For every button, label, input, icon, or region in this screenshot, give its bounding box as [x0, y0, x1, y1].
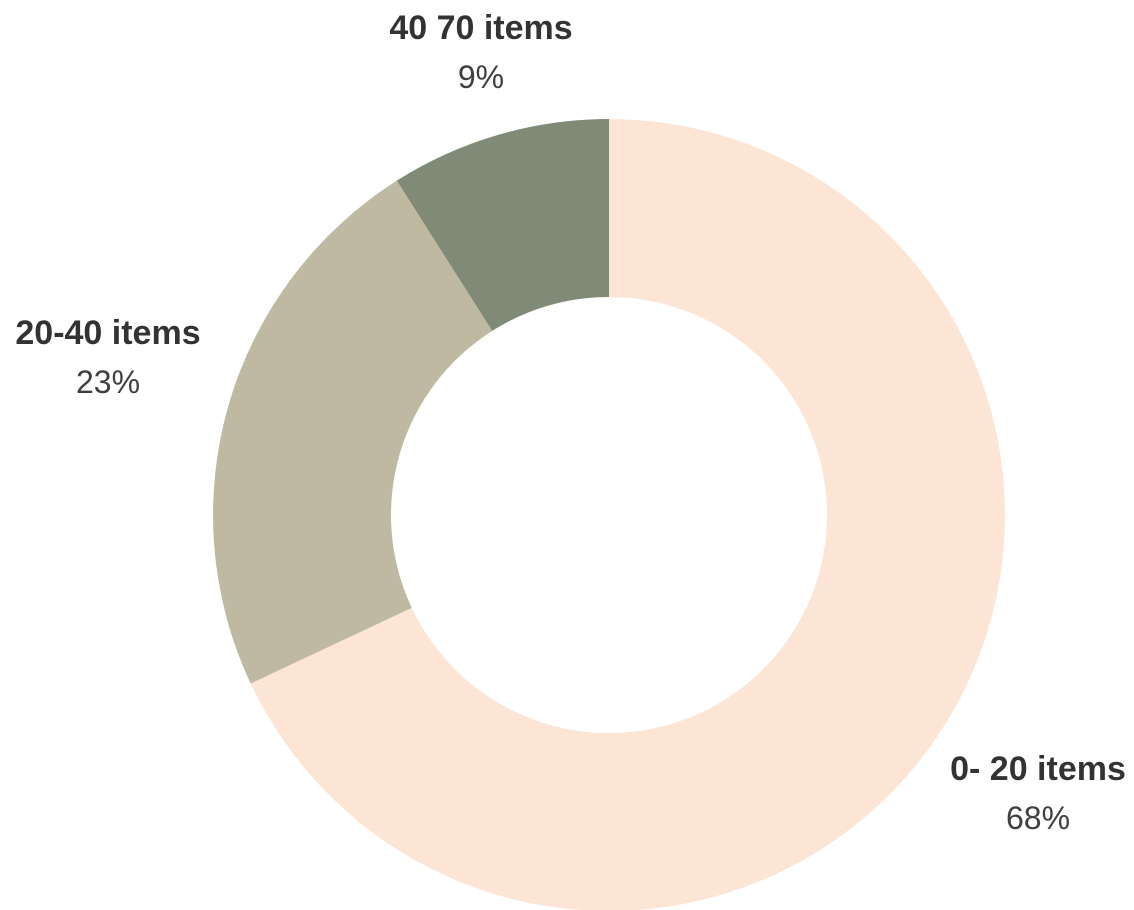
slice-40-70-items	[396, 119, 609, 331]
slice-label-40-70-items: 40 70 items	[389, 9, 572, 47]
slice-labels: 0- 20 items 68% 20-40 items 23% 40 70 items 9…	[15, 9, 1126, 836]
slice-value-0-20-items: 68%	[1006, 800, 1070, 836]
slice-20-40-items	[213, 180, 493, 684]
slice-value-20-40-items: 23%	[76, 364, 140, 400]
donut-slices	[213, 119, 1005, 910]
slice-label-0-20-items: 0- 20 items	[950, 750, 1126, 788]
slice-label-20-40-items: 20-40 items	[15, 314, 200, 352]
slice-0-20-items	[250, 119, 1005, 910]
slice-value-40-70-items: 9%	[458, 59, 504, 95]
